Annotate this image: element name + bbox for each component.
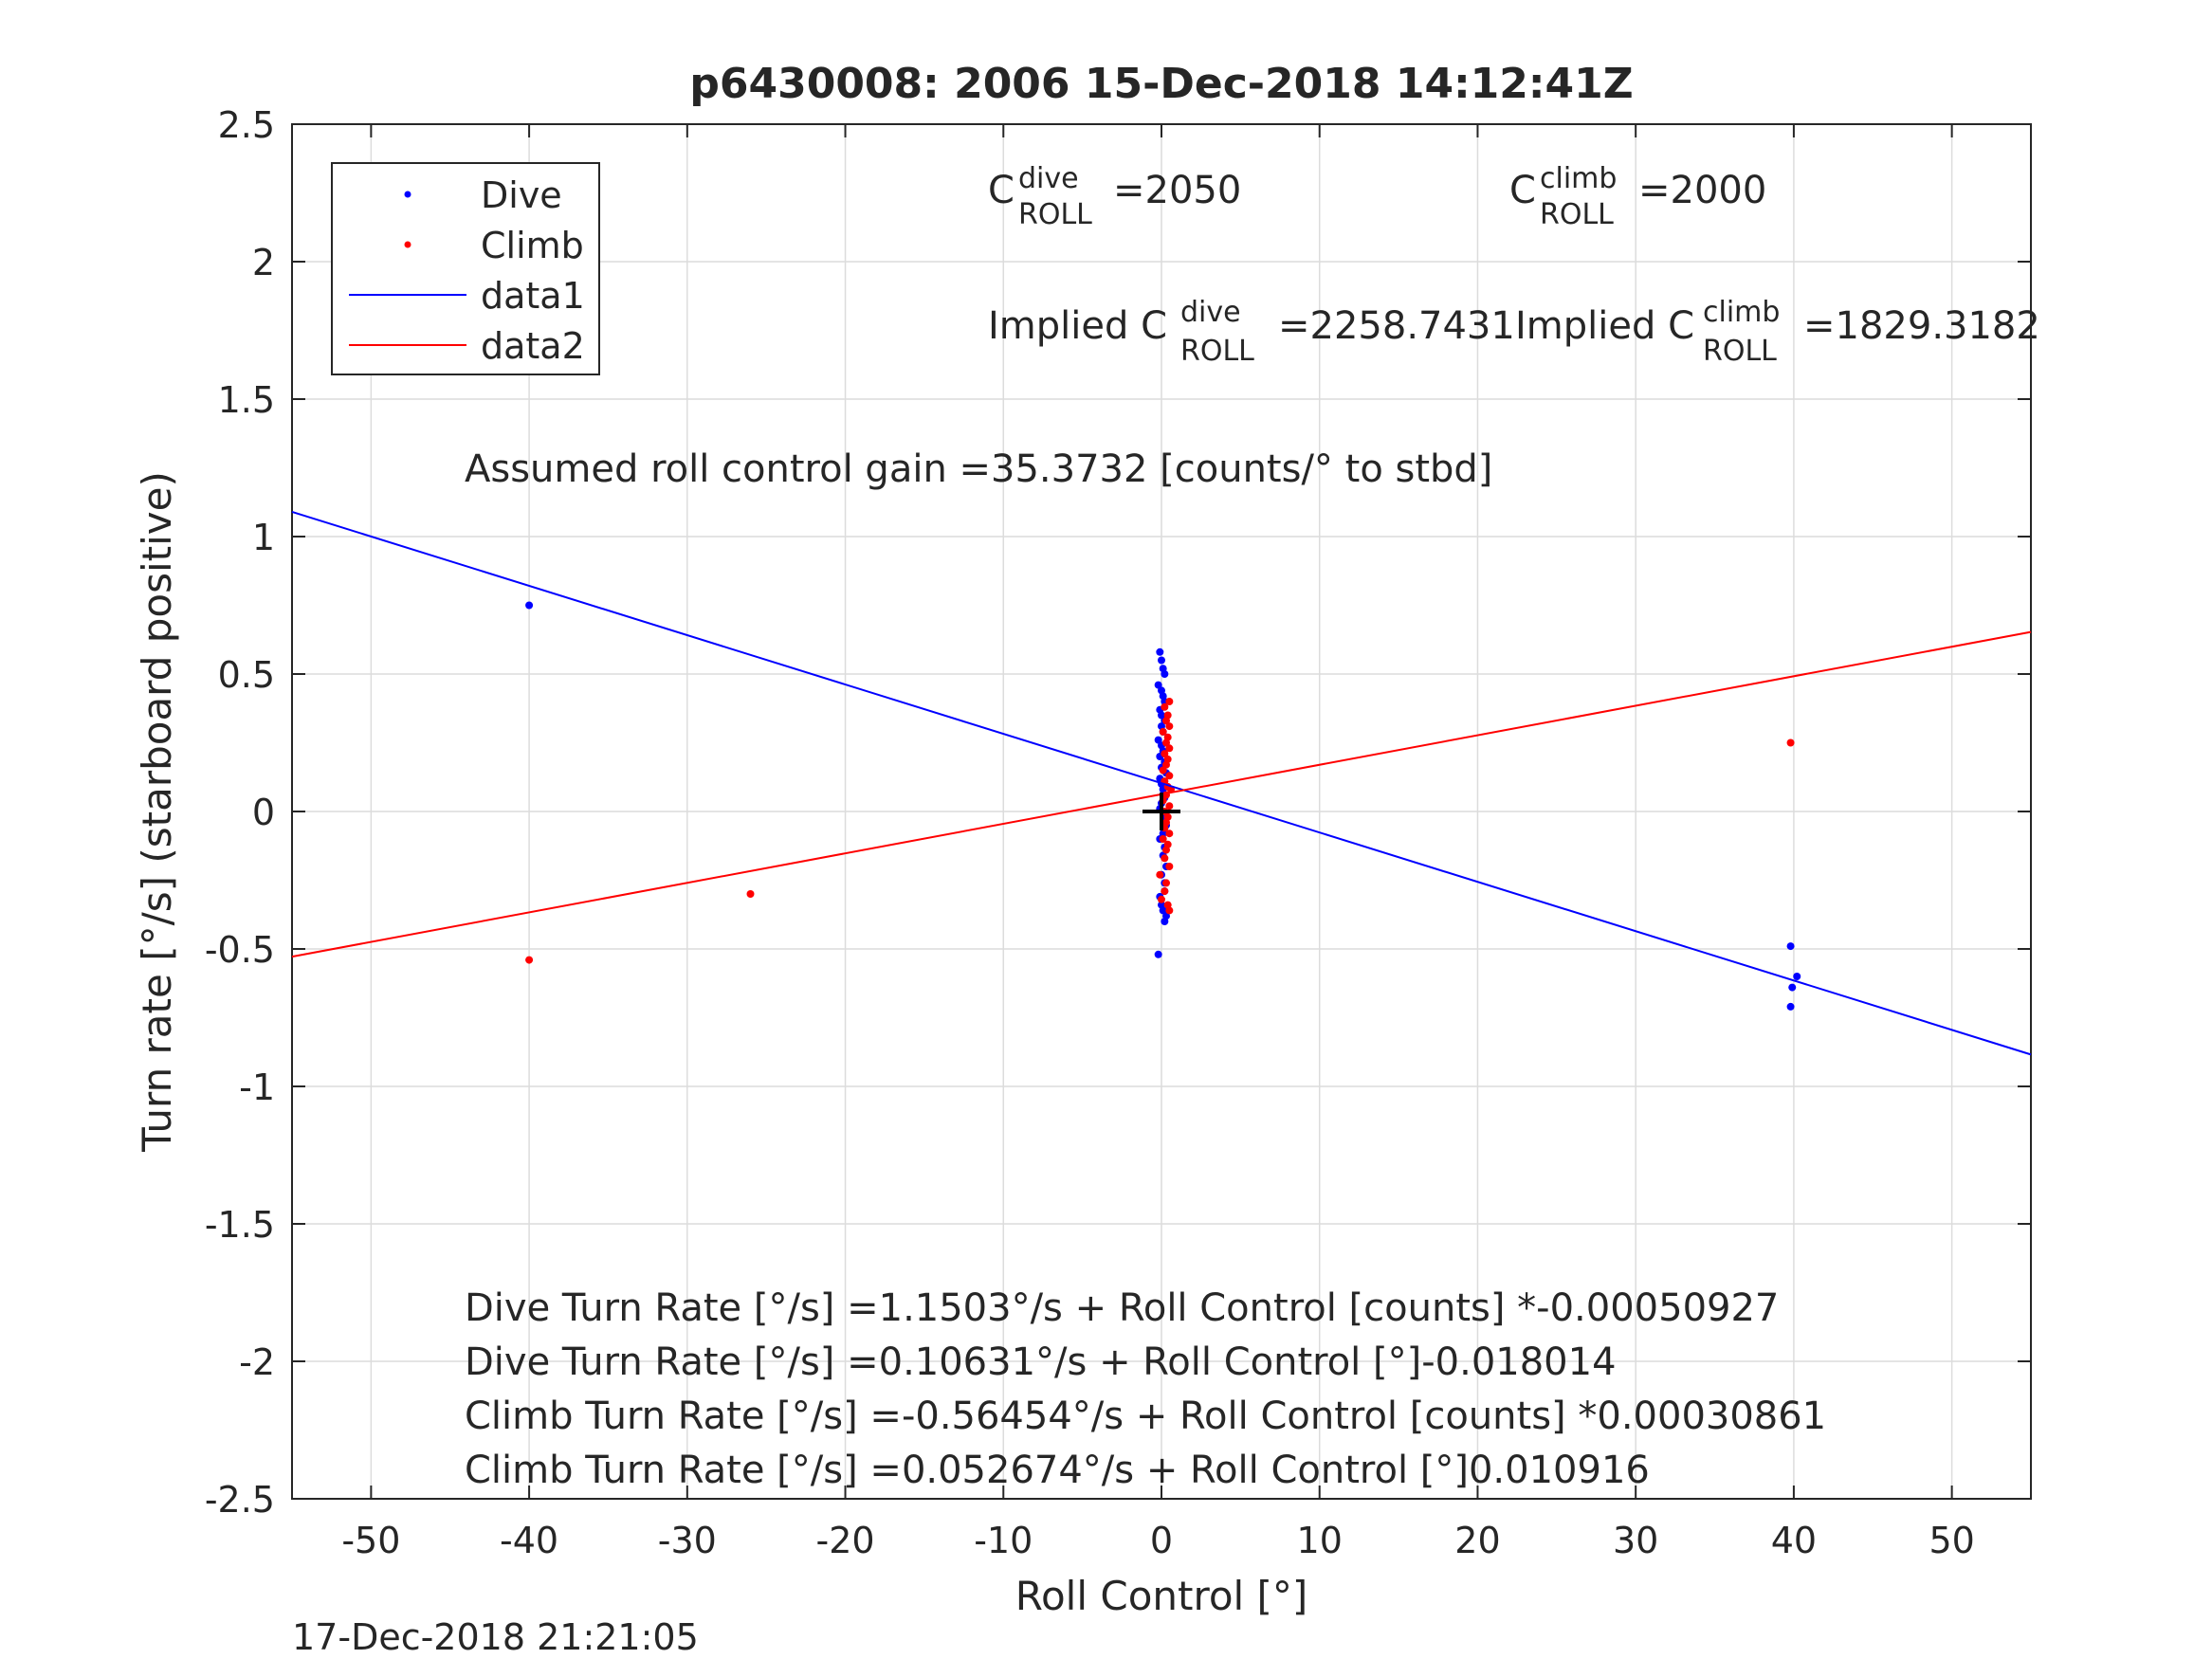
dive-point xyxy=(1154,736,1162,744)
climb-point xyxy=(1161,750,1169,758)
dive-point xyxy=(1788,983,1797,992)
series-line-data1 xyxy=(291,510,2032,1056)
climb-point xyxy=(1159,727,1167,736)
x-tick-label: 50 xyxy=(1929,1520,1974,1561)
climb-point xyxy=(1165,830,1174,838)
fit-equation-dive-counts: Dive Turn Rate [°/s] =1.1503°/s + Roll C… xyxy=(465,1286,1779,1330)
dive-point xyxy=(1159,906,1167,915)
climb-point xyxy=(1161,702,1169,711)
climb-point xyxy=(1159,766,1167,775)
climb-point xyxy=(1161,854,1169,863)
fit-equation-dive-degrees: Dive Turn Rate [°/s] =0.10631°/s + Roll … xyxy=(465,1340,1617,1384)
climb-point xyxy=(1162,879,1171,887)
climb-point xyxy=(1165,722,1174,731)
climb-point xyxy=(1165,802,1174,811)
y-tick-label: 0.5 xyxy=(218,654,275,696)
implied-c-roll-dive-annotation: Implied C dive ROLL =2258.7431 xyxy=(988,287,1515,370)
y-tick-label: -1.5 xyxy=(205,1204,275,1246)
climb-point xyxy=(1156,870,1164,879)
y-tick-label: -1 xyxy=(239,1066,275,1108)
climb-point xyxy=(1158,895,1165,903)
climb-point xyxy=(1165,698,1174,705)
dive-point xyxy=(1161,918,1169,925)
legend-swatch-climb xyxy=(404,241,411,248)
climb-point xyxy=(1165,863,1174,870)
chart-title: p6430008: 2006 15-Dec-2018 14:12:41Z xyxy=(689,60,1633,108)
climb-point xyxy=(525,956,534,964)
dive-point xyxy=(1158,711,1165,720)
dive-point xyxy=(1161,670,1169,678)
climb-point xyxy=(746,890,755,898)
dive-point xyxy=(1156,647,1164,656)
x-tick-label: 10 xyxy=(1297,1520,1343,1561)
dive-point xyxy=(525,601,534,610)
climb-point xyxy=(1165,772,1174,780)
y-tick-label: 1.5 xyxy=(218,379,275,421)
climb-point xyxy=(1162,846,1171,854)
x-tick-label: 0 xyxy=(1150,1520,1173,1561)
climb-point xyxy=(1162,717,1171,725)
x-tick-label: 20 xyxy=(1454,1520,1500,1561)
y-tick-label: -2.5 xyxy=(205,1479,275,1521)
x-tick-label: -20 xyxy=(816,1520,875,1561)
dive-point xyxy=(1786,1002,1795,1011)
data-marks xyxy=(291,510,2032,1056)
x-tick-label: 30 xyxy=(1613,1520,1658,1561)
c-roll-dive-annotation: C dive ROLL =2050 xyxy=(988,154,1241,233)
y-axis-label: Turn rate [°/s] (starboard positive) xyxy=(134,471,180,1153)
climb-point xyxy=(1159,835,1167,843)
y-tick-label: -2 xyxy=(239,1341,275,1383)
dive-point xyxy=(1786,942,1795,951)
x-tick-label: -50 xyxy=(341,1520,400,1561)
climb-point xyxy=(1161,887,1169,896)
climb-point xyxy=(1165,906,1174,915)
legend-label-data2: data2 xyxy=(481,325,585,367)
dive-point xyxy=(1154,950,1162,958)
legend-label-climb: Climb xyxy=(481,225,584,266)
fit-equation-climb-counts: Climb Turn Rate [°/s] =-0.56454°/s + Rol… xyxy=(465,1395,1826,1438)
legend-label-data1: data1 xyxy=(481,275,585,317)
axis-ticks: -50 -40 -30 -20 -10 0 10 20 30 40 50-2.5-2-1.5-1-0… xyxy=(205,104,2031,1561)
footer-timestamp: 17-Dec-2018 21:21:05 xyxy=(292,1616,699,1658)
x-axis-label: Roll Control [°] xyxy=(1015,1573,1308,1619)
x-tick-label: -10 xyxy=(974,1520,1033,1561)
dive-point xyxy=(1158,656,1165,665)
legend-label-dive: Dive xyxy=(481,174,562,216)
legend-swatch-dive xyxy=(404,191,411,198)
climb-point xyxy=(1162,738,1171,747)
dive-point xyxy=(1793,973,1801,980)
x-tick-label: 40 xyxy=(1771,1520,1817,1561)
implied-c-roll-climb-annotation: Implied C climb ROLL =1829.3182 xyxy=(1515,287,2040,370)
c-roll-climb-annotation: C climb ROLL =2000 xyxy=(1509,154,1766,233)
climb-point xyxy=(1786,738,1795,747)
x-tick-label: -30 xyxy=(658,1520,717,1561)
climb-point xyxy=(1162,760,1171,769)
y-tick-label: 0 xyxy=(252,792,275,833)
y-tick-label: 2.5 xyxy=(218,104,275,146)
x-tick-label: -40 xyxy=(500,1520,558,1561)
legend-box xyxy=(331,162,600,375)
legend: Dive Climb data1 data2 xyxy=(331,162,600,375)
fit-equation-climb-degrees: Climb Turn Rate [°/s] =0.052674°/s + Rol… xyxy=(465,1449,1650,1492)
y-tick-label: 1 xyxy=(252,517,275,558)
roll-gain-annotation: Assumed roll control gain =35.3732 [coun… xyxy=(465,447,1492,491)
y-tick-label: 2 xyxy=(252,242,275,283)
y-tick-label: -0.5 xyxy=(205,929,275,971)
dive-point xyxy=(1154,681,1162,689)
climb-point xyxy=(1165,744,1174,753)
